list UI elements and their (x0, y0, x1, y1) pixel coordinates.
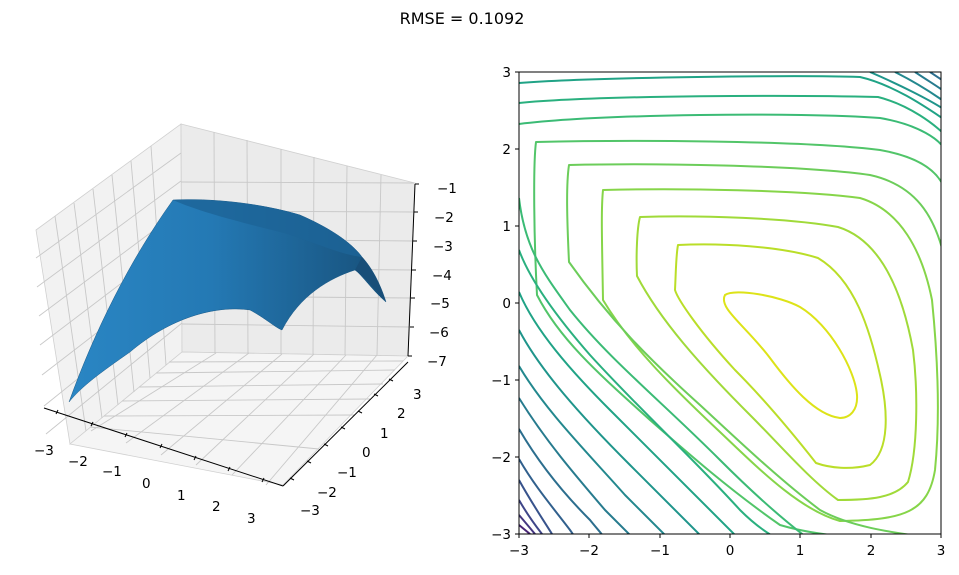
y-tick-label: −1 (491, 373, 511, 389)
contour-y-tick-labels: −3 −2 −1 0 1 2 3 (491, 65, 511, 543)
y-axis (282, 361, 409, 487)
x-tick-label: 0 (142, 476, 151, 492)
y-tick-label: −3 (300, 503, 320, 519)
x-tick-label: −2 (68, 454, 88, 470)
x-tick-label: 3 (937, 543, 946, 559)
surface-3d-axes: −1 −2 −3 −4 −5 −6 −7 −3 −2 −1 0 1 2 3 (34, 123, 457, 527)
x-tick-label: 0 (726, 543, 735, 559)
y-tick-label: −1 (337, 465, 357, 481)
x-tick-label: 2 (867, 543, 876, 559)
x-axis (43, 407, 284, 487)
z-tick-labels: −1 −2 −3 −4 −5 −6 −7 (427, 181, 457, 370)
y-tick-label: 1 (502, 219, 511, 235)
z-tick-label: −3 (433, 239, 453, 255)
y-tick-label: 1 (380, 426, 389, 442)
contour-x-ticks (518, 534, 942, 538)
z-tick-label: −6 (429, 325, 449, 341)
y-tick-labels: −3 −2 −1 0 1 2 3 (300, 387, 422, 519)
contour-lines (519, 72, 941, 534)
x-tick-label: 1 (796, 543, 805, 559)
z-tick-label: −1 (437, 181, 457, 197)
z-tick-label: −4 (432, 268, 452, 284)
x-tick-label: 1 (177, 488, 186, 504)
y-tick-label: 2 (397, 406, 406, 422)
y-tick-label: 2 (502, 142, 511, 158)
contour-axes: −3 −2 −1 0 1 2 3 −3 −2 −1 0 1 2 3 (491, 65, 945, 559)
x-tick-label: −1 (102, 464, 122, 480)
x-tick-labels: −3 −2 −1 0 1 2 3 (34, 443, 256, 527)
x-tick-label: 2 (212, 499, 221, 515)
contour-y-ticks (515, 71, 519, 535)
z-tick-label: −5 (430, 296, 450, 312)
y-tick-label: −2 (317, 485, 337, 501)
contour-x-tick-labels: −3 −2 −1 0 1 2 3 (509, 543, 945, 559)
x-tick-label: −3 (509, 543, 529, 559)
figure-title: RMSE = 0.1092 (399, 9, 525, 28)
surface-mesh (68, 199, 387, 403)
x-tick-label: −3 (34, 443, 54, 459)
grid-lines-floor (89, 352, 404, 486)
x-tick-label: −1 (650, 543, 670, 559)
y-tick-label: −2 (491, 450, 511, 466)
y-tick-label: −3 (491, 527, 511, 543)
z-tick-label: −7 (427, 354, 447, 370)
y-tick-label: 0 (502, 296, 511, 312)
y-tick-label: 0 (362, 445, 371, 461)
z-axis (407, 183, 419, 357)
y-tick-label: 3 (413, 387, 422, 403)
y-tick-label: 3 (502, 65, 511, 81)
x-tick-label: 3 (247, 511, 256, 527)
x-tick-label: −2 (579, 543, 599, 559)
z-tick-label: −2 (434, 210, 454, 226)
